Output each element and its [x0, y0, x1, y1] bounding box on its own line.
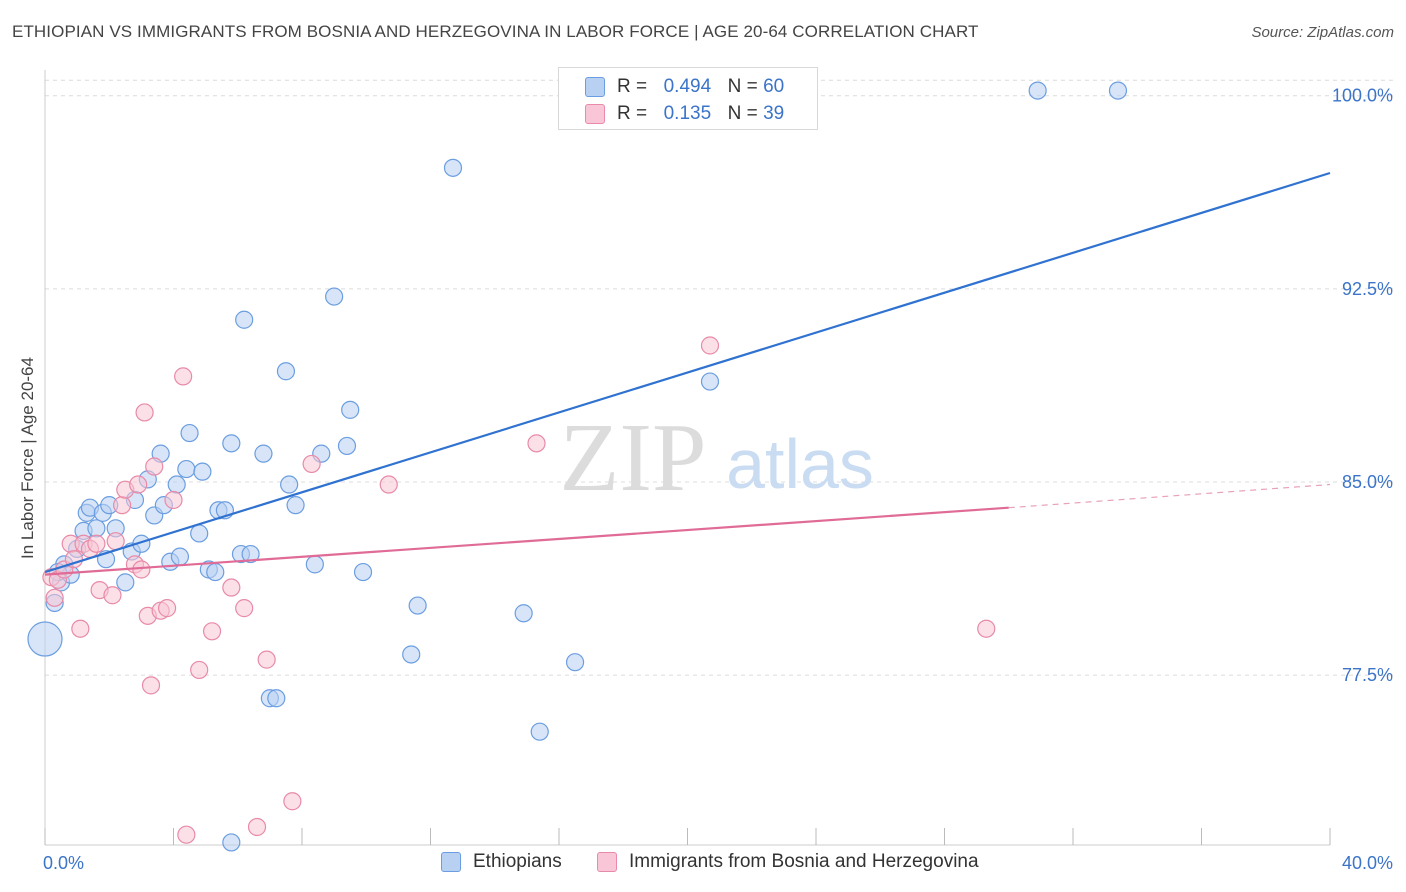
- bosnia-point: [45, 588, 64, 607]
- chart-title: ETHIOPIAN VS IMMIGRANTS FROM BOSNIA AND …: [12, 22, 979, 41]
- bosnia-point: [527, 434, 546, 453]
- x-tick-label: 0.0%: [43, 853, 84, 873]
- n-label: N =: [727, 76, 758, 97]
- ethiopian-trend-line: [44, 171, 1331, 574]
- x-tick-label: 40.0%: [1342, 853, 1393, 873]
- ethiopian-point: [206, 562, 225, 582]
- bosnia-point: [129, 475, 148, 494]
- ethiopian-point: [700, 372, 720, 391]
- ethiopian-point: [305, 555, 324, 574]
- y-tick-label: 92.5%: [1342, 279, 1393, 299]
- legend-item-bosnia: Immigrants from Bosnia and Herzegovina: [597, 851, 979, 873]
- bosnia-point: [283, 792, 302, 811]
- bosnia-point: [135, 403, 154, 422]
- n-value: 39: [763, 103, 785, 124]
- bosnia-point: [257, 650, 276, 669]
- r-label: R =: [617, 103, 648, 124]
- ethiopian-point: [170, 547, 190, 566]
- bosnia-point: [247, 817, 267, 837]
- ethiopian-point: [402, 645, 421, 664]
- bosnia-trend-line: [44, 506, 1009, 576]
- ethiopian-point: [193, 462, 212, 481]
- ethiopian-point: [267, 689, 286, 708]
- bosnia-point: [379, 475, 398, 494]
- bosnia-point: [103, 586, 122, 605]
- r-value: 0.494: [663, 76, 712, 97]
- ethiopian-point: [222, 833, 241, 852]
- ethiopian-point: [286, 496, 305, 515]
- ethiopian-point: [337, 436, 357, 456]
- bosnia-point: [157, 599, 177, 618]
- ethiopian-point: [27, 621, 63, 657]
- bosnia-point: [174, 367, 193, 386]
- ethiopian-point: [1108, 81, 1128, 100]
- ethiopian-point: [254, 444, 273, 463]
- bosnia-point: [132, 560, 151, 579]
- bosnia-point: [235, 599, 254, 618]
- watermark-zip: ZIP: [560, 404, 707, 512]
- stats-row-ethiopians: R = 0.494 N = 60: [585, 74, 784, 100]
- ethiopian-point: [325, 287, 344, 306]
- bosnia-point: [302, 454, 321, 474]
- pink-swatch: [597, 852, 617, 872]
- legend-label: Immigrants from Bosnia and Herzegovina: [629, 851, 979, 872]
- ethiopian-point: [241, 544, 260, 564]
- ethiopian-point: [167, 475, 186, 494]
- y-tick-label: 100.0%: [1332, 86, 1393, 106]
- bosnia-point: [977, 619, 996, 638]
- blue-swatch: [441, 852, 461, 872]
- bosnia-point: [71, 619, 90, 638]
- y-tick-label: 85.0%: [1342, 472, 1393, 492]
- ethiopian-point: [530, 722, 549, 741]
- bosnia-point: [141, 676, 161, 695]
- legend-item-ethiopians: Ethiopians: [441, 851, 562, 873]
- bosnia-point: [177, 825, 196, 844]
- ethiopian-point: [1028, 81, 1047, 100]
- chart-source: Source: ZipAtlas.com: [1251, 24, 1394, 41]
- blue-swatch: [585, 77, 605, 97]
- ethiopian-point: [87, 519, 106, 538]
- y-tick-label: 77.5%: [1342, 665, 1393, 685]
- r-label: R =: [617, 76, 648, 97]
- bosnia-point: [700, 336, 720, 355]
- ethiopian-point: [408, 596, 427, 615]
- ethiopian-point: [353, 562, 373, 582]
- ethiopian-point: [341, 400, 360, 419]
- y-axis-label: In Labor Force | Age 20-64: [18, 357, 37, 559]
- r-value: 0.135: [663, 103, 712, 124]
- pink-swatch: [585, 104, 605, 124]
- ethiopian-point: [514, 604, 533, 623]
- zipatlas-watermark: ZIP atlas: [560, 404, 874, 512]
- ethiopian-point: [276, 362, 296, 381]
- stats-row-bosnia: R = 0.135 N = 39: [585, 101, 784, 127]
- n-value: 60: [763, 76, 785, 97]
- legend-label: Ethiopians: [473, 851, 562, 872]
- ethiopian-point: [180, 423, 199, 443]
- ethiopian-point: [235, 310, 254, 329]
- stats-legend: R = 0.494 N = 60 R = 0.135 N = 39: [558, 67, 818, 130]
- bosnia-trend-extension: [1008, 483, 1331, 509]
- ethiopian-point: [280, 475, 299, 494]
- bosnia-point: [164, 490, 183, 510]
- bosnia-point: [112, 496, 132, 515]
- bosnia-point: [145, 457, 164, 476]
- ethiopian-point: [222, 434, 241, 453]
- ethiopian-point: [190, 524, 209, 543]
- ethiopian-point: [116, 573, 135, 592]
- ethiopian-point: [565, 653, 585, 672]
- bosnia-point: [202, 622, 222, 641]
- ethiopian-point: [177, 459, 196, 479]
- watermark-atlas: atlas: [726, 425, 874, 503]
- bosnia-point: [87, 534, 106, 553]
- ethiopian-point: [443, 158, 463, 177]
- bosnia-point: [222, 578, 241, 597]
- bosnia-point: [190, 660, 209, 680]
- n-label: N =: [727, 103, 758, 124]
